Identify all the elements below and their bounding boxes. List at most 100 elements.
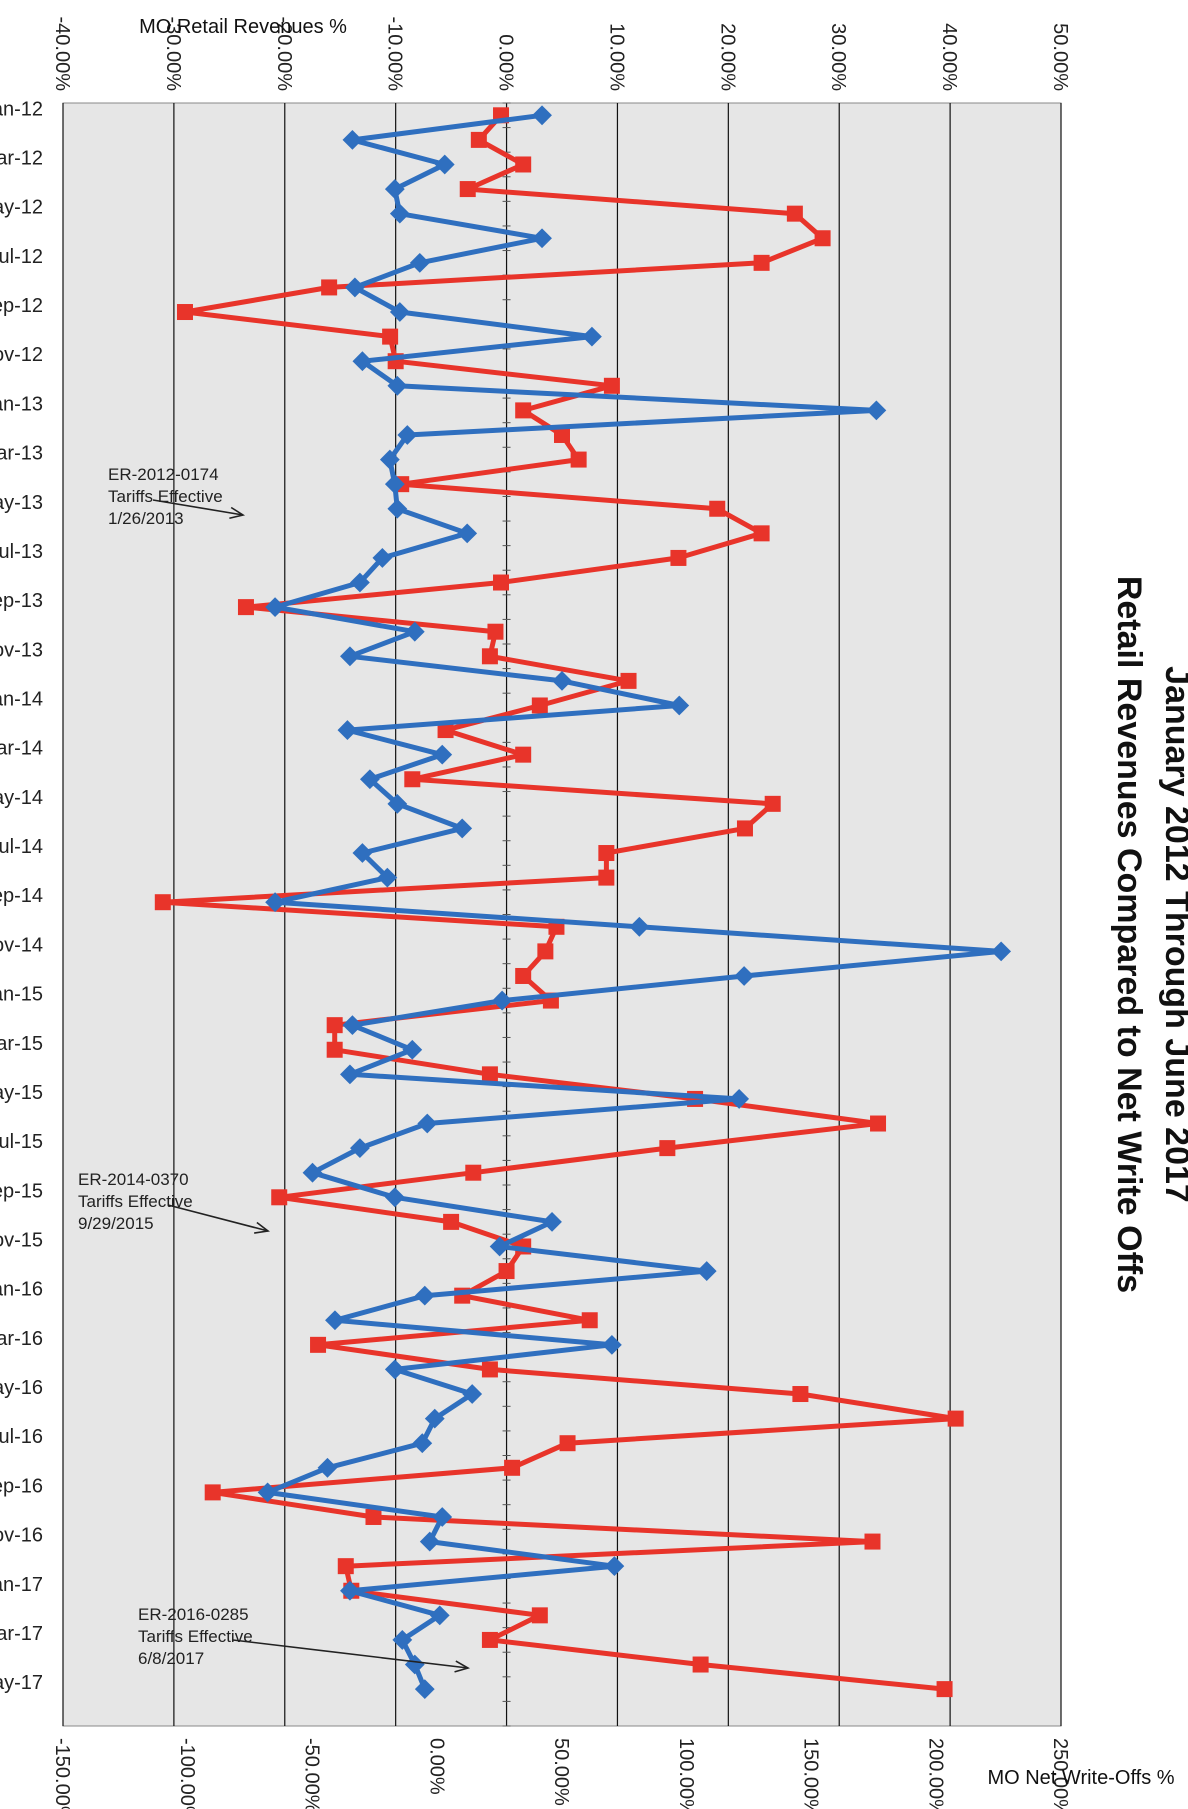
writeoff-tick-label: -150.00% bbox=[51, 1738, 73, 1809]
month-label: Jan-14 bbox=[0, 688, 43, 710]
annotation-text: 6/8/2017 bbox=[138, 1649, 204, 1668]
retail-point bbox=[204, 1484, 221, 1501]
annotation-text: ER-2014-0370 bbox=[78, 1170, 189, 1189]
writeoff-point bbox=[409, 252, 430, 273]
retail-point bbox=[443, 1213, 460, 1230]
writeoff-tick-label: 200.00% bbox=[924, 1738, 946, 1809]
retail-point bbox=[365, 1508, 382, 1525]
retail-point bbox=[465, 1164, 482, 1181]
writeoff-point bbox=[387, 793, 408, 814]
annotation-text: 9/29/2015 bbox=[78, 1214, 154, 1233]
month-label: May-16 bbox=[0, 1377, 43, 1399]
writeoff-tick-label: -50.00% bbox=[301, 1738, 323, 1809]
right-axis-name: MO Net Write-Offs % bbox=[987, 1767, 1174, 1789]
month-label: Jul-13 bbox=[0, 541, 43, 563]
month-label: May-17 bbox=[0, 1672, 43, 1694]
writeoff-point bbox=[379, 449, 400, 470]
retail-point bbox=[481, 1361, 498, 1378]
retail-point bbox=[321, 279, 338, 296]
retail-point bbox=[515, 156, 532, 173]
retail-point bbox=[515, 967, 532, 984]
retail-point bbox=[559, 1435, 576, 1452]
left-axis-name: MO Retail Revenues % bbox=[139, 16, 347, 38]
writeoff-point bbox=[457, 523, 478, 544]
retail-point bbox=[481, 648, 498, 665]
retail-point bbox=[870, 1115, 887, 1132]
retail-point bbox=[936, 1681, 953, 1698]
writeoff-point bbox=[419, 1531, 440, 1552]
writeoff-point bbox=[387, 498, 408, 519]
month-label: May-14 bbox=[0, 787, 43, 809]
month-label: Mar-12 bbox=[0, 147, 43, 169]
writeoff-point bbox=[257, 1482, 278, 1503]
writeoff-point bbox=[414, 1285, 435, 1306]
writeoff-point bbox=[265, 597, 285, 618]
annotation-text: ER-2016-0285 bbox=[138, 1605, 249, 1624]
annotation-text: Tariffs Effective bbox=[78, 1192, 193, 1211]
retail-tick-label: 30.00% bbox=[827, 23, 849, 91]
writeoff-tick-label: 100.00% bbox=[675, 1738, 697, 1809]
retail-point bbox=[786, 205, 803, 222]
month-label: Mar-16 bbox=[0, 1328, 43, 1350]
month-label: Jul-15 bbox=[0, 1131, 43, 1153]
writeoff-point bbox=[629, 916, 650, 937]
retail-point bbox=[493, 574, 510, 591]
writeoff-point bbox=[452, 818, 473, 839]
retail-point bbox=[736, 820, 753, 837]
annotation-arrow bbox=[167, 1204, 269, 1232]
writeoff-point bbox=[387, 375, 408, 396]
retail-point bbox=[792, 1386, 809, 1403]
retail-point bbox=[481, 1066, 498, 1083]
month-label: Jan-16 bbox=[0, 1279, 43, 1301]
writeoff-point bbox=[325, 1310, 345, 1331]
month-label: Jul-12 bbox=[0, 246, 43, 268]
writeoff-tick-label: -100.00% bbox=[176, 1738, 198, 1809]
writeoff-point bbox=[372, 548, 393, 568]
retail-point bbox=[237, 599, 254, 616]
retail-point bbox=[537, 943, 554, 960]
writeoff-point bbox=[352, 843, 373, 863]
chart-title: January 2012 Through June 2017 bbox=[1158, 666, 1188, 1203]
retail-point bbox=[659, 1140, 676, 1157]
annotation-text: ER-2012-0174 bbox=[108, 465, 219, 484]
retail-point bbox=[310, 1336, 327, 1353]
writeoff-point bbox=[414, 1679, 435, 1700]
retail-tick-label: -40.00% bbox=[51, 17, 73, 92]
writeoff-point bbox=[429, 1605, 450, 1626]
retail-point bbox=[581, 1312, 598, 1329]
writeoff-point bbox=[866, 400, 887, 421]
writeoff-point bbox=[462, 1384, 483, 1404]
annotation-text: 1/26/2013 bbox=[108, 509, 184, 528]
retail-point bbox=[620, 672, 637, 689]
retail-tick-label: 0.00% bbox=[495, 34, 517, 91]
writeoff-point bbox=[434, 154, 455, 175]
retail-point bbox=[598, 845, 615, 862]
month-label: Jul-16 bbox=[0, 1426, 43, 1448]
retail-point bbox=[764, 795, 781, 812]
retail-point bbox=[176, 304, 193, 321]
writeoff-point bbox=[542, 1211, 562, 1232]
retail-point bbox=[271, 1189, 288, 1206]
month-label: Nov-14 bbox=[0, 934, 43, 956]
retail-tick-label: -10.00% bbox=[384, 17, 406, 92]
month-label: Nov-12 bbox=[0, 344, 43, 366]
writeoff-point bbox=[317, 1457, 338, 1478]
writeoff-point bbox=[340, 1580, 360, 1601]
annotation-text: Tariffs Effective bbox=[108, 487, 223, 506]
annotation-arrowhead bbox=[454, 1660, 471, 1673]
writeoff-point bbox=[337, 720, 358, 740]
retail-point bbox=[709, 500, 726, 517]
month-label: Mar-14 bbox=[0, 738, 43, 760]
retail-point bbox=[498, 1263, 515, 1280]
retail-point bbox=[598, 869, 615, 886]
writeoff-point bbox=[424, 1408, 445, 1429]
writeoff-point bbox=[342, 1015, 363, 1036]
month-label: Jan-15 bbox=[0, 984, 43, 1006]
retail-tick-label: 20.00% bbox=[716, 23, 738, 91]
retail-point bbox=[814, 230, 831, 247]
retail-tick-label: 10.00% bbox=[605, 23, 627, 91]
rotated-chart: -40.00% -30.00% -20.00% -10.00% 0.00% 10.00% 2… bbox=[0, 16, 1188, 1809]
retail-point bbox=[382, 328, 399, 345]
retail-point bbox=[337, 1558, 354, 1575]
writeoff-point bbox=[604, 1556, 625, 1577]
